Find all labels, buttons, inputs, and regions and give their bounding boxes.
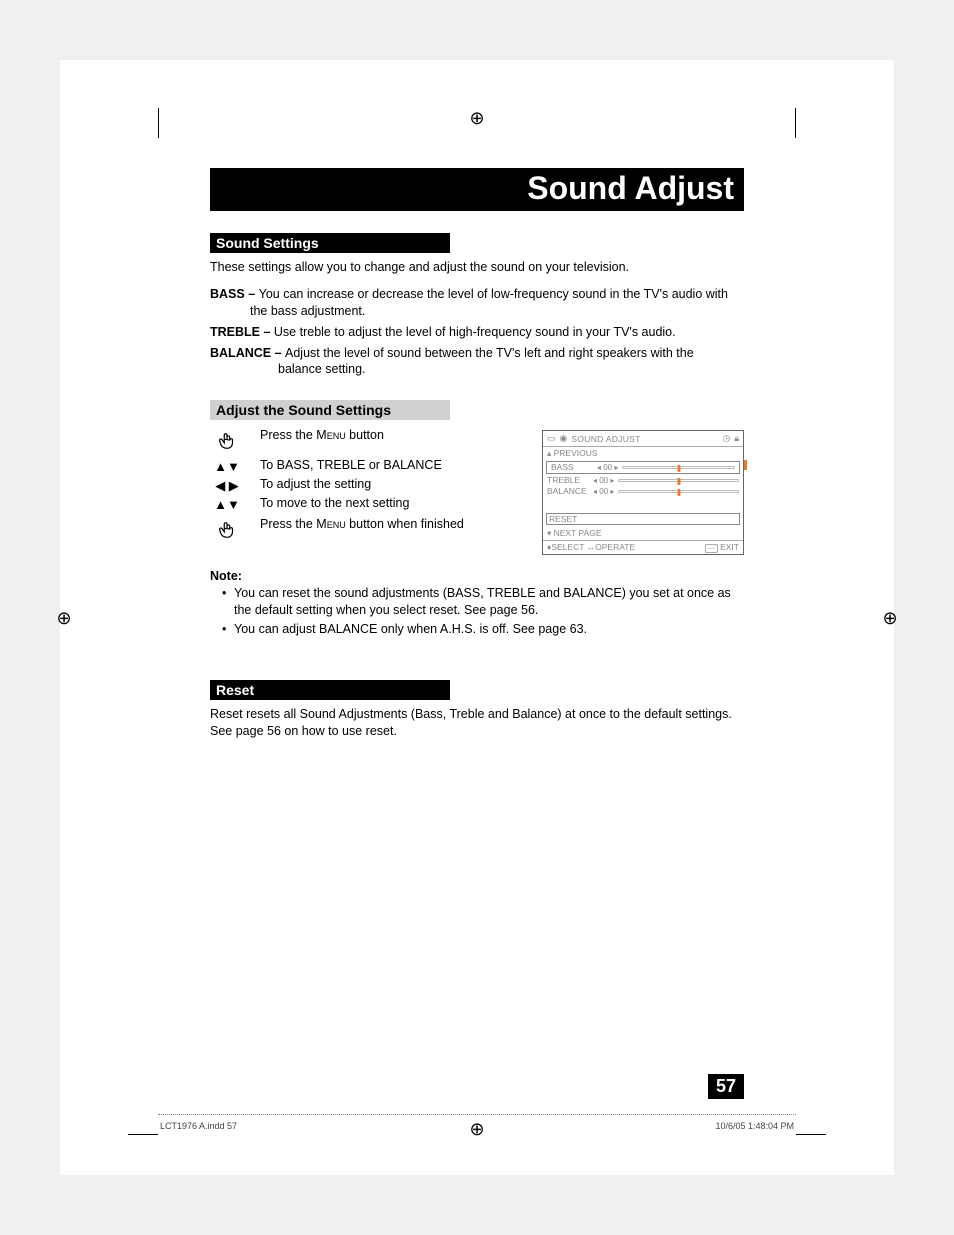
reset-text: Reset resets all Sound Adjustments (Bass… [210,706,744,740]
step-row: ▲▼ To BASS, TREBLE or BALANCE [210,458,524,473]
term-text-cont: the bass adjustment. [210,303,744,320]
content-area: Sound Adjust Sound Settings These settin… [210,168,744,1085]
steps-area: Press the Menu button ▲▼ To BASS, TREBLE… [210,428,744,555]
osd-reset-row: RESET [546,513,740,525]
term-text: Adjust the level of sound between the TV… [285,346,694,360]
hand-press-icon [210,428,244,454]
osd-title: SOUND ADJUST [571,434,718,444]
osd-footer-select: ♦SELECT ↔OPERATE [547,542,635,553]
definitions-list: BASS – You can increase or decrease the … [210,286,744,378]
osd-slider-bass: BASS ◂ 00 ▸ [547,462,739,473]
crop-mark [128,1134,158,1135]
term-text: You can increase or decrease the level o… [259,287,728,301]
picture-icon: ◉ [560,433,568,444]
osd-slider-treble: TREBLE ◂ 00 ▸ [543,475,743,486]
left-right-arrows-icon: ◀ ▶ [210,477,244,492]
clock-icon: ◷ [722,433,730,444]
osd-selected-row: BASS ◂ 00 ▸ [546,461,740,474]
registration-mark-icon: ⊕ [54,608,74,628]
osd-footer: ♦SELECT ↔OPERATE —EXIT [543,540,743,554]
section-heading-sound-settings: Sound Settings [210,233,450,253]
term-text-cont: balance setting. [210,361,744,378]
crop-mark [795,108,796,138]
osd-footer-exit: —EXIT [705,542,739,553]
up-down-arrows-icon: ▲▼ [210,458,244,473]
footer-filename: LCT1976 A.indd 57 [160,1121,237,1131]
osd-slider-label: BALANCE [547,486,589,496]
osd-slider-track [622,466,735,469]
osd-header: ▭ ◉ SOUND ADJUST ◷ 🔒︎ [543,431,743,447]
steps-column: Press the Menu button ▲▼ To BASS, TREBLE… [210,428,524,555]
hand-press-icon [210,517,244,543]
crop-mark [158,108,159,138]
step-text: To BASS, TREBLE or BALANCE [260,458,442,472]
step-text: To move to the next setting [260,496,409,510]
footer-timestamp: 10/6/05 1:48:04 PM [715,1121,794,1131]
definition-balance: BALANCE – Adjust the level of sound betw… [210,345,744,379]
osd-slider-track [618,490,739,493]
osd-slider-value: ◂ 00 ▸ [593,487,614,496]
section-heading-adjust: Adjust the Sound Settings [210,400,450,420]
osd-slider-value: ◂ 00 ▸ [597,463,618,472]
sound-settings-intro: These settings allow you to change and a… [210,259,744,276]
footer-divider [158,1114,796,1115]
step-row: Press the Menu button when finished [210,517,524,543]
page-number: 57 [708,1074,744,1099]
step-text: Press the Menu button when finished [260,517,464,531]
up-down-arrows-icon: ▲▼ [210,496,244,511]
registration-mark-icon: ⊕ [880,608,900,628]
term-label: BASS – [210,287,259,301]
section-heading-reset: Reset [210,680,450,700]
definition-treble: TREBLE – Use treble to adjust the level … [210,324,744,341]
osd-slider-value: ◂ 00 ▸ [593,476,614,485]
note-heading: Note: [210,569,744,583]
osd-slider-label: BASS [551,462,593,472]
crop-mark [796,1134,826,1135]
step-row: ◀ ▶ To adjust the setting [210,477,524,492]
note-item: You can reset the sound adjustments (BAS… [222,585,744,619]
osd-next: ▾ NEXT PAGE [543,527,743,540]
notes-list: You can reset the sound adjustments (BAS… [210,585,744,638]
step-text: To adjust the setting [260,477,371,491]
definition-bass: BASS – You can increase or decrease the … [210,286,744,320]
osd-scroll-indicator [744,460,747,470]
term-text: Use treble to adjust the level of high-f… [274,325,676,339]
osd-slider-balance: BALANCE ◂ 00 ▸ [543,486,743,497]
registration-mark-icon: ⊕ [467,108,487,128]
note-item: You can adjust BALANCE only when A.H.S. … [222,621,744,638]
step-row: Press the Menu button [210,428,524,454]
osd-slider-label: TREBLE [547,475,589,485]
term-label: TREBLE – [210,325,274,339]
osd-panel: ▭ ◉ SOUND ADJUST ◷ 🔒︎ ▴ PREVIOUS BASS ◂ … [542,430,744,555]
osd-previous: ▴ PREVIOUS [543,447,743,460]
term-label: BALANCE – [210,346,285,360]
osd-screenshot: ▭ ◉ SOUND ADJUST ◷ 🔒︎ ▴ PREVIOUS BASS ◂ … [542,430,744,555]
lock-icon: 🔒︎ [734,433,739,444]
tv-icon: ▭ [547,433,556,444]
osd-slider-track [618,479,739,482]
registration-mark-icon: ⊕ [467,1119,487,1139]
page-title: Sound Adjust [210,168,744,211]
step-text: Press the Menu button [260,428,384,442]
step-row: ▲▼ To move to the next setting [210,496,524,511]
